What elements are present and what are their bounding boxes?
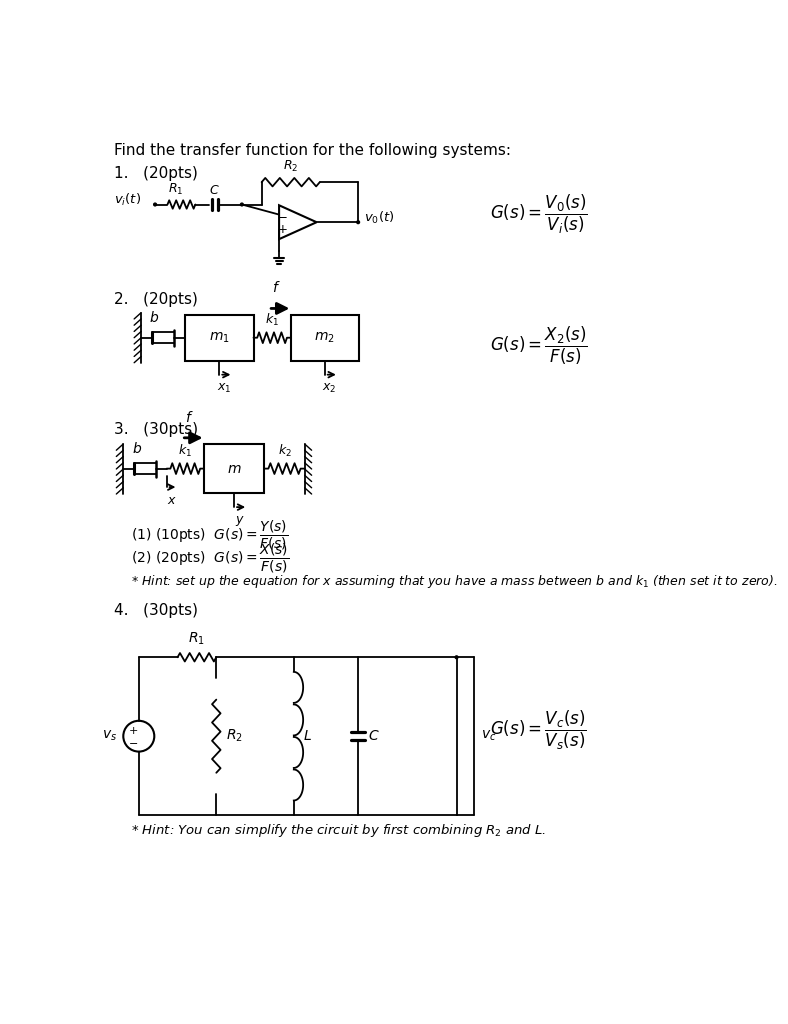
Text: $f$: $f$	[272, 281, 281, 295]
Text: (2) (20pts)  $G(s) = \dfrac{X(s)}{F(s)}$: (2) (20pts) $G(s) = \dfrac{X(s)}{F(s)}$	[131, 542, 289, 575]
Text: $b$: $b$	[149, 310, 159, 326]
Text: (1) (10pts)  $G(s) = \dfrac{Y(s)}{F(s)}$: (1) (10pts) $G(s) = \dfrac{Y(s)}{F(s)}$	[131, 519, 288, 552]
Text: $G(s) = \dfrac{V_0(s)}{V_i(s)}$: $G(s) = \dfrac{V_0(s)}{V_i(s)}$	[490, 193, 588, 237]
Text: $R_1$: $R_1$	[188, 631, 206, 647]
Text: 1.   (20pts): 1. (20pts)	[114, 166, 198, 181]
Text: $G(s) = \dfrac{X_2(s)}{F(s)}$: $G(s) = \dfrac{X_2(s)}{F(s)}$	[490, 325, 588, 367]
Circle shape	[357, 221, 359, 223]
Text: $G(s) = \dfrac{V_c(s)}{V_s(s)}$: $G(s) = \dfrac{V_c(s)}{V_s(s)}$	[490, 709, 587, 752]
Text: $R_2$: $R_2$	[226, 728, 243, 744]
Text: $-$: $-$	[277, 209, 288, 221]
Text: $+$: $+$	[277, 223, 288, 236]
Circle shape	[240, 203, 243, 206]
Text: 4.   (30pts): 4. (30pts)	[114, 603, 198, 618]
Text: $f$: $f$	[185, 410, 194, 425]
Bar	[185, 314, 254, 360]
Text: 3.   (30pts): 3. (30pts)	[114, 423, 198, 437]
Text: * Hint: You can simplify the circuit by first combining $R_2$ and $L$.: * Hint: You can simplify the circuit by …	[131, 822, 546, 839]
Text: $b$: $b$	[132, 441, 143, 457]
Text: $v_0(t)$: $v_0(t)$	[363, 210, 394, 226]
Text: $k_1$: $k_1$	[178, 443, 192, 460]
Text: $v_s$: $v_s$	[102, 729, 117, 743]
Circle shape	[154, 203, 157, 206]
Text: $-$: $-$	[128, 736, 139, 746]
Text: $x_2$: $x_2$	[322, 382, 336, 394]
Text: $v_i(t)$: $v_i(t)$	[114, 191, 141, 208]
Text: $R_2$: $R_2$	[283, 159, 299, 174]
Bar	[204, 444, 264, 494]
Text: Find the transfer function for the following systems:: Find the transfer function for the follo…	[114, 143, 511, 158]
Text: $+$: $+$	[128, 725, 139, 736]
Text: $L$: $L$	[303, 729, 312, 743]
Text: $v_c$: $v_c$	[481, 729, 496, 743]
Text: $C$: $C$	[210, 183, 220, 197]
Circle shape	[455, 656, 458, 658]
Text: $C$: $C$	[368, 729, 380, 743]
Text: $m_1$: $m_1$	[209, 331, 230, 345]
Text: * Hint: set up the equation for x assuming that you have a mass between b and $k: * Hint: set up the equation for x assumi…	[131, 573, 778, 590]
Text: $y$: $y$	[235, 514, 244, 528]
Text: $x$: $x$	[167, 494, 177, 507]
Text: $m$: $m$	[227, 462, 241, 475]
Text: $R_1$: $R_1$	[169, 181, 184, 197]
Text: 2.   (20pts): 2. (20pts)	[114, 292, 198, 306]
Text: $k_2$: $k_2$	[277, 443, 292, 460]
Text: $x_1$: $x_1$	[217, 382, 232, 394]
Bar	[291, 314, 359, 360]
Text: $k_1$: $k_1$	[265, 312, 279, 329]
Text: $m_2$: $m_2$	[314, 331, 335, 345]
